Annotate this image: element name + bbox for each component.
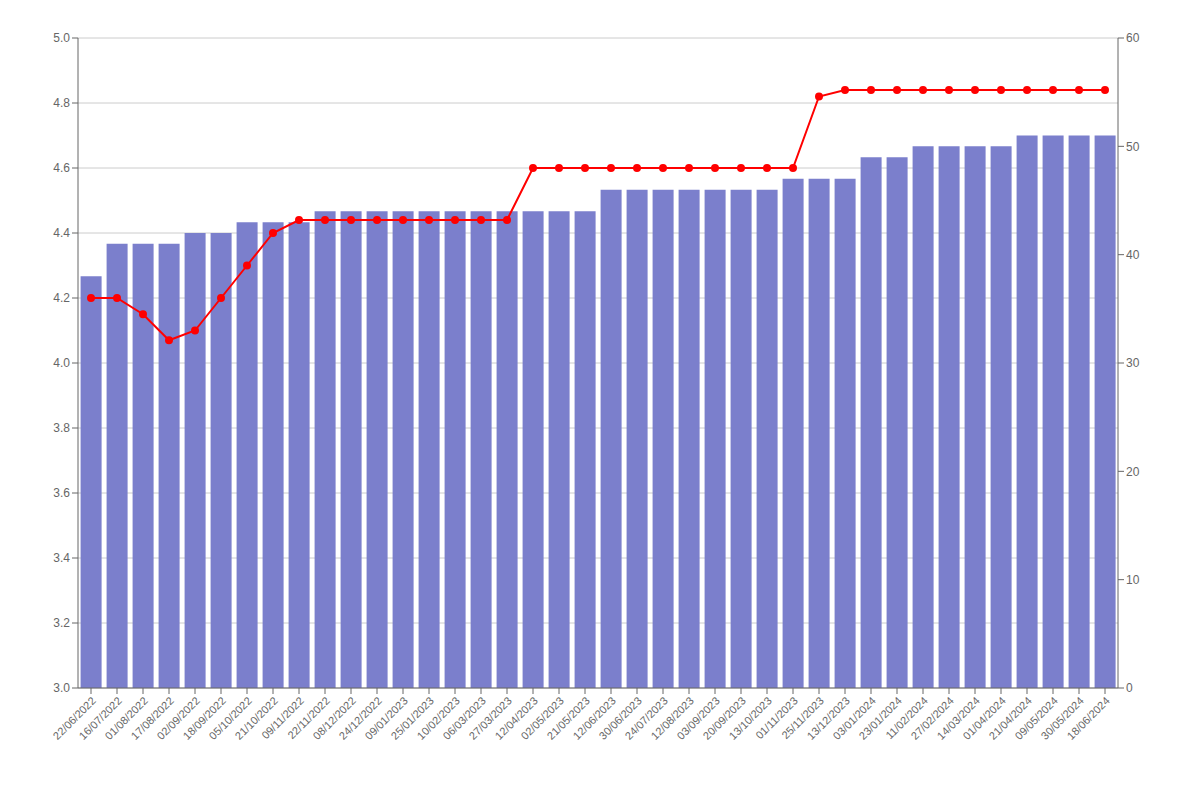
svg-text:13/12/2023: 13/12/2023 [804,694,852,742]
svg-text:5.0: 5.0 [53,31,70,45]
svg-text:09/05/2024: 09/05/2024 [1012,694,1060,742]
svg-text:25/01/2023: 25/01/2023 [388,694,436,742]
svg-text:21/05/2023: 21/05/2023 [544,694,592,742]
svg-text:23/01/2024: 23/01/2024 [856,694,904,742]
svg-text:02/09/2022: 02/09/2022 [154,694,202,742]
svg-text:17/08/2022: 17/08/2022 [128,694,176,742]
svg-text:01/08/2022: 01/08/2022 [102,694,150,742]
svg-text:40: 40 [1126,248,1140,262]
svg-text:22/06/2022: 22/06/2022 [50,694,98,742]
svg-text:24/07/2023: 24/07/2023 [622,694,670,742]
svg-text:14/03/2024: 14/03/2024 [934,694,982,742]
svg-text:01/04/2024: 01/04/2024 [960,694,1008,742]
svg-text:27/03/2023: 27/03/2023 [466,694,514,742]
svg-text:24/12/2022: 24/12/2022 [336,694,384,742]
svg-text:22/11/2022: 22/11/2022 [285,694,332,742]
svg-text:3.6: 3.6 [53,486,70,500]
svg-text:4.6: 4.6 [53,161,70,175]
svg-text:4.2: 4.2 [53,291,70,305]
svg-text:30: 30 [1126,356,1140,370]
svg-text:4.8: 4.8 [53,96,70,110]
svg-text:03/09/2023: 03/09/2023 [674,694,722,742]
svg-text:10: 10 [1126,573,1140,587]
svg-text:3.4: 3.4 [53,551,70,565]
svg-text:50: 50 [1126,140,1140,154]
svg-text:12/04/2023: 12/04/2023 [492,694,540,742]
svg-text:21/04/2024: 21/04/2024 [986,694,1034,742]
svg-text:12/08/2023: 12/08/2023 [648,694,696,742]
svg-text:16/07/2022: 16/07/2022 [76,694,124,742]
svg-text:20: 20 [1126,465,1140,479]
svg-text:30/06/2023: 30/06/2023 [596,694,644,742]
svg-text:4.4: 4.4 [53,226,70,240]
svg-text:3.8: 3.8 [53,421,70,435]
svg-text:18/06/2024: 18/06/2024 [1065,694,1112,741]
svg-text:06/03/2023: 06/03/2023 [440,694,488,742]
svg-text:13/10/2023: 13/10/2023 [726,694,774,742]
svg-text:20/09/2023: 20/09/2023 [700,694,748,742]
svg-text:0: 0 [1126,681,1133,695]
svg-text:27/02/2024: 27/02/2024 [908,694,956,742]
svg-text:10/02/2023: 10/02/2023 [414,694,462,742]
svg-text:21/10/2022: 21/10/2022 [232,694,280,742]
svg-text:02/05/2023: 02/05/2023 [518,694,566,742]
svg-text:01/11/2023: 01/11/2023 [753,694,800,742]
svg-text:3.2: 3.2 [53,616,70,630]
svg-text:60: 60 [1126,31,1140,45]
svg-text:30/05/2024: 30/05/2024 [1038,694,1086,742]
svg-text:11/02/2024: 11/02/2024 [883,694,930,742]
svg-text:08/12/2022: 08/12/2022 [310,694,358,742]
svg-text:09/11/2022: 09/11/2022 [259,694,306,742]
svg-text:18/09/2022: 18/09/2022 [180,694,228,742]
svg-text:25/11/2023: 25/11/2023 [779,694,826,742]
svg-text:09/01/2023: 09/01/2023 [362,694,410,742]
svg-text:05/10/2022: 05/10/2022 [206,694,254,742]
svg-text:4.0: 4.0 [53,356,70,370]
svg-text:12/06/2023: 12/06/2023 [570,694,618,742]
svg-text:3.0: 3.0 [53,681,70,695]
svg-text:03/01/2024: 03/01/2024 [830,694,878,742]
